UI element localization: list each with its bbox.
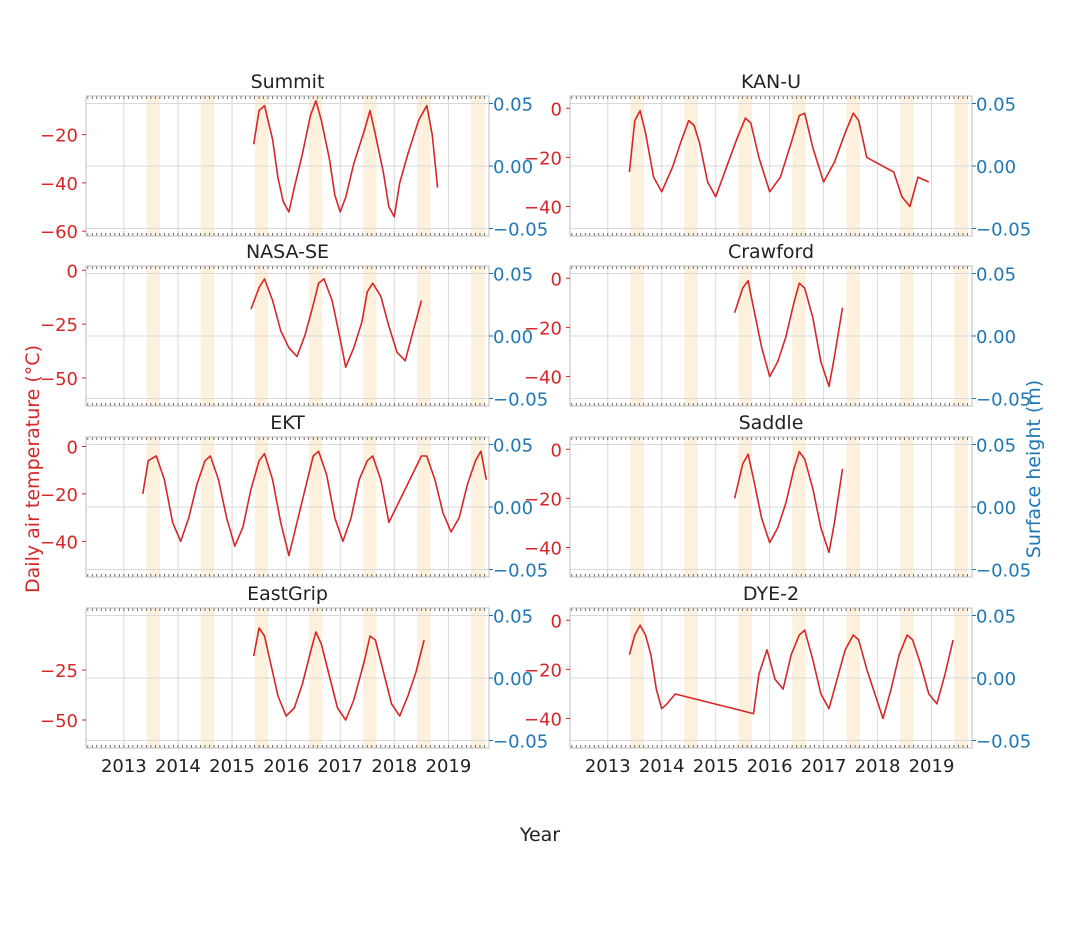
x-tick-label: 2014 [155, 756, 201, 777]
y-tick-label: −20 [40, 126, 78, 147]
y2-tick-label: 0.00 [976, 498, 1016, 519]
y-tick-label: −40 [524, 198, 562, 219]
minor-ticks [87, 96, 490, 236]
y-tick-label: −20 [524, 148, 562, 169]
y2-tick-label: 0.00 [493, 669, 533, 690]
x-axis-label: Year [519, 824, 560, 846]
y2-tick-label: 0.05 [493, 95, 533, 116]
y-tick-label: −20 [524, 489, 562, 510]
y-tick-label: −40 [524, 368, 562, 389]
y-axis-label-right: Surface height (m) [1023, 380, 1045, 558]
panel-eastgrip: EastGrip −50 −25 0.05 0.00 −0.05 2013 2014 2015 2… [40, 583, 548, 777]
panel-ekt: EKT −40 −20 0 0.05 0.00 −0.05 [40, 412, 548, 582]
y2-tick-label: −0.05 [976, 390, 1031, 411]
panel-title: Saddle [739, 412, 804, 434]
y2-tick-label: −0.05 [493, 561, 548, 582]
minor-ticks [87, 437, 490, 577]
y-tick-label: −25 [40, 661, 78, 682]
minor-ticks [571, 437, 973, 577]
y2-tick-label: 0.00 [493, 157, 533, 178]
y2-tick-label: −0.05 [493, 732, 548, 753]
panel-saddle: Saddle −40 −20 0 0.05 0.00 −0.05 [524, 412, 1031, 582]
y2-tick-label: −0.05 [976, 220, 1031, 241]
y2-tick-label: 0.05 [976, 95, 1016, 116]
panel-crawford: Crawford −40 −20 0 0.05 0.00 −0.05 [524, 241, 1031, 411]
x-tick-label: 2013 [101, 756, 147, 777]
panel-title: EastGrip [247, 583, 328, 605]
x-tick-label: 2013 [585, 756, 631, 777]
panel-title: EKT [270, 412, 305, 434]
temperature-line [733, 279, 844, 388]
y-tick-label: −60 [40, 222, 78, 243]
x-tick-label: 2019 [909, 756, 955, 777]
y2-tick-label: 0.00 [493, 498, 533, 519]
y2-tick-label: 0.00 [976, 669, 1016, 690]
y-tick-label: −50 [40, 369, 78, 390]
y2-tick-label: 0.05 [493, 265, 533, 286]
minor-ticks [87, 266, 490, 406]
panel-title: Crawford [728, 241, 814, 263]
panels: Summit−60−40−200.050.00−0.05KAN-U−40−200… [40, 71, 1031, 777]
y-tick-label: −20 [524, 660, 562, 681]
x-tick-label: 2018 [371, 756, 417, 777]
panel-title: KAN-U [741, 71, 801, 93]
y-tick-label: 0 [551, 440, 562, 461]
temperature-line [142, 450, 488, 557]
y-tick-label: −20 [524, 318, 562, 339]
x-tick-label: 2017 [801, 756, 847, 777]
minor-ticks [571, 96, 973, 236]
y2-tick-label: 0.05 [976, 607, 1016, 628]
x-tick-label: 2014 [639, 756, 685, 777]
temperature-line [252, 627, 425, 721]
x-tick-label: 2017 [317, 756, 363, 777]
x-tick-label: 2016 [263, 756, 309, 777]
y-tick-label: −40 [40, 174, 78, 195]
y2-tick-label: −0.05 [976, 732, 1031, 753]
panel-dye-2: DYE-2 −40 −20 0 0.05 0.00 −0.05 2013 2014 2015 201… [524, 583, 1031, 777]
y2-tick-label: −0.05 [493, 220, 548, 241]
temperature-line [250, 278, 423, 369]
panel-summit: Summit −60 −40 −20 0.05 0.00 −0.05 [40, 71, 548, 243]
y2-tick-label: 0.05 [976, 436, 1016, 457]
y2-tick-label: 0.00 [493, 327, 533, 348]
y-tick-label: 0 [551, 99, 562, 120]
minor-ticks [571, 266, 973, 406]
y2-tick-label: 0.05 [976, 265, 1016, 286]
y2-tick-label: 0.05 [493, 436, 533, 457]
panel-nasa-se: NASA-SE −50 −25 0 0.05 0.00 −0.05 [40, 241, 548, 411]
minor-ticks [87, 608, 490, 748]
panel-title: NASA-SE [246, 241, 329, 263]
y-axis-label-left: Daily air temperature (°C) [22, 345, 44, 593]
x-tick-label: 2019 [426, 756, 472, 777]
temperature-line [733, 450, 844, 554]
y-tick-label: −40 [524, 539, 562, 560]
y-tick-label: −25 [40, 315, 78, 336]
y2-tick-label: 0.00 [976, 157, 1016, 178]
temperature-line [628, 624, 954, 720]
minor-ticks [571, 608, 973, 748]
x-tick-label: 2015 [209, 756, 255, 777]
y-tick-label: −20 [40, 485, 78, 506]
x-tick-label: 2016 [747, 756, 793, 777]
y-tick-label: −50 [40, 711, 78, 732]
y-tick-label: 0 [551, 269, 562, 290]
panel-title: Summit [251, 71, 325, 93]
x-tick-label: 2015 [693, 756, 739, 777]
y-tick-label: −40 [40, 532, 78, 553]
y-tick-label: 0 [67, 437, 78, 458]
temperature-line [252, 100, 439, 218]
y2-tick-label: −0.05 [976, 561, 1031, 582]
panel-kan-u: KAN-U −40 −20 0 0.05 0.00 −0.05 [524, 71, 1031, 241]
panel-title: DYE-2 [743, 583, 799, 605]
x-tick-label: 2018 [855, 756, 901, 777]
y2-tick-label: 0.00 [976, 327, 1016, 348]
y-tick-label: −40 [524, 710, 562, 731]
y2-tick-label: 0.05 [493, 607, 533, 628]
y-tick-label: 0 [551, 611, 562, 632]
y-tick-label: 0 [67, 261, 78, 282]
temperature-line [628, 109, 930, 208]
y2-tick-label: −0.05 [493, 390, 548, 411]
